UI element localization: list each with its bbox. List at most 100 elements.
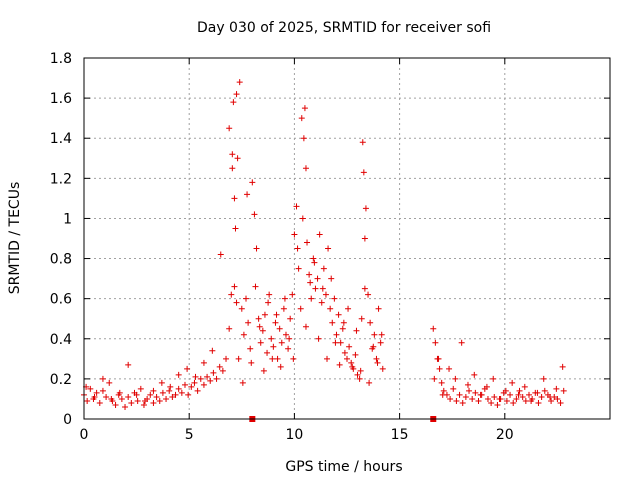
data-point (239, 379, 246, 386)
data-point (247, 345, 254, 352)
data-point (285, 345, 292, 352)
y-tick-label: 1.8 (50, 51, 72, 67)
data-point (362, 205, 369, 212)
data-point (322, 291, 329, 298)
data-point (311, 259, 318, 266)
data-point (253, 245, 260, 252)
data-point (361, 285, 368, 292)
data-point (128, 399, 135, 406)
data-point (337, 339, 344, 346)
data-point (370, 343, 377, 350)
data-point (112, 401, 119, 408)
data-point (483, 383, 490, 390)
data-point (373, 355, 380, 362)
data-point (516, 387, 523, 394)
data-point (490, 375, 497, 382)
data-point (269, 355, 276, 362)
data-point (270, 343, 277, 350)
data-point (167, 383, 174, 390)
data-point (557, 399, 564, 406)
data-point (191, 379, 198, 386)
data-point (287, 315, 294, 322)
data-point (96, 399, 103, 406)
data-point (259, 327, 266, 334)
data-point (324, 355, 331, 362)
data-point (200, 381, 207, 388)
data-point (175, 371, 182, 378)
data-point (333, 331, 340, 338)
data-point (91, 393, 98, 400)
data-point (464, 381, 471, 388)
data-point (255, 315, 262, 322)
chart-title: Day 030 of 2025, SRMTID for receiver sof… (197, 20, 491, 36)
data-point (327, 305, 334, 312)
data-point (181, 381, 188, 388)
data-point (159, 389, 166, 396)
data-point (466, 387, 473, 394)
data-point (240, 331, 247, 338)
data-point (559, 363, 566, 370)
y-tick-label: 0.2 (50, 372, 72, 388)
data-point (266, 291, 273, 298)
data-point (99, 387, 106, 394)
data-point (472, 389, 479, 396)
data-point (204, 373, 211, 380)
data-point (447, 395, 454, 402)
data-point (84, 397, 91, 404)
data-point (507, 391, 514, 398)
data-point (163, 395, 170, 402)
data-point (553, 385, 560, 392)
data-point (134, 397, 141, 404)
data-point (229, 151, 236, 158)
x-tick-label: 0 (80, 427, 89, 443)
data-point (341, 349, 348, 356)
x-tick-label: 20 (496, 427, 514, 443)
data-point (348, 359, 355, 366)
data-point (210, 369, 217, 376)
data-point (252, 283, 259, 290)
data-point (331, 295, 338, 302)
data-point (188, 383, 195, 390)
data-point (534, 389, 541, 396)
data-point (172, 391, 179, 398)
y-tick-label: 1 (63, 211, 72, 227)
data-point (438, 379, 445, 386)
data-point (366, 379, 373, 386)
data-point (169, 393, 176, 400)
data-point (328, 275, 335, 282)
data-point (108, 395, 115, 402)
data-point (251, 211, 258, 218)
data-point (290, 355, 297, 362)
data-point (548, 397, 555, 404)
data-point (219, 367, 226, 374)
data-point (209, 347, 216, 354)
data-point (475, 397, 482, 404)
y-tick-label: 0.4 (50, 332, 72, 348)
data-point (432, 339, 439, 346)
data-point (295, 265, 302, 272)
data-point (248, 359, 255, 366)
data-point (231, 195, 238, 202)
data-point (178, 389, 185, 396)
data-point (118, 395, 125, 402)
data-point (547, 393, 554, 400)
data-point (299, 215, 306, 222)
data-point (560, 387, 567, 394)
data-point (236, 79, 243, 86)
data-point (377, 339, 384, 346)
data-point (156, 397, 163, 404)
data-point (469, 395, 476, 402)
data-point (462, 393, 469, 400)
data-point (522, 397, 529, 404)
plot-frame (83, 57, 611, 420)
data-point (106, 379, 113, 386)
data-point (289, 291, 296, 298)
data-point (307, 279, 314, 286)
data-point (272, 319, 279, 326)
data-point (459, 399, 466, 406)
data-point (431, 375, 438, 382)
data-point (147, 391, 154, 398)
data-point (286, 335, 293, 342)
data-point (346, 343, 353, 350)
